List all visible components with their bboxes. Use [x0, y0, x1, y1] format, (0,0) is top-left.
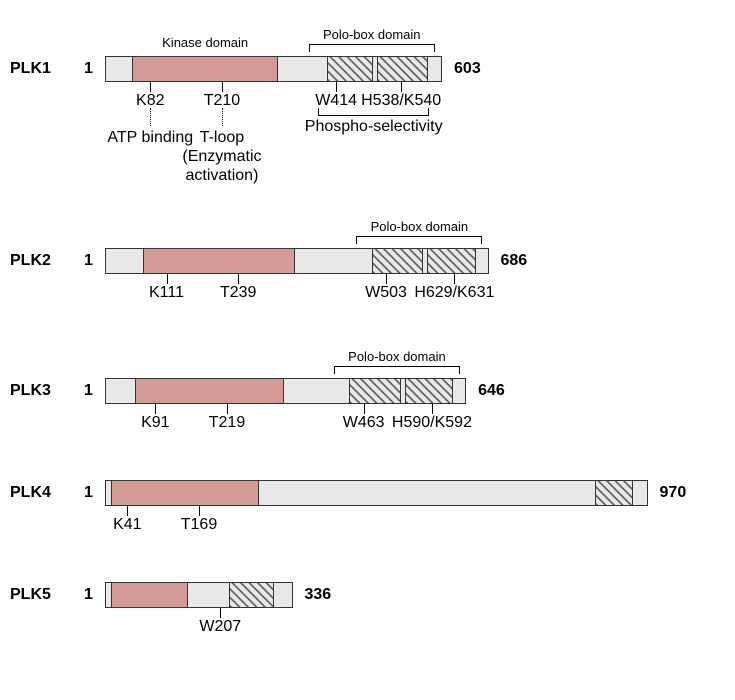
residue-label: T239 [220, 284, 256, 302]
segment-plain [259, 481, 597, 505]
residue-tick [336, 82, 337, 92]
start-position: 1 [84, 382, 93, 400]
residue-tick [227, 404, 228, 414]
segment-hatch [596, 481, 632, 505]
plk-domain-diagram: PLK11Kinase domainPolo-box domainK82ATP … [10, 20, 725, 636]
protein-name: PLK4 [10, 484, 72, 502]
polo-box-label: Polo-box domain [348, 349, 446, 364]
segment-plain [476, 249, 488, 273]
segment-plain [428, 57, 441, 81]
protein-row-plk1: PLK11Kinase domainPolo-box domainK82ATP … [10, 20, 725, 172]
protein-track [105, 480, 648, 506]
end-position: 603 [454, 60, 481, 78]
residue-tick [127, 506, 128, 516]
segment-plain [188, 583, 230, 607]
residue-label: W463 [343, 414, 385, 432]
polo-box-label: Polo-box domain [323, 27, 421, 42]
segment-hatch [428, 249, 475, 273]
segment-plain [278, 57, 328, 81]
end-position: 686 [501, 252, 528, 270]
residue-tick [432, 404, 433, 414]
residue-tick [155, 404, 156, 414]
start-position: 1 [84, 586, 93, 604]
residue-sublabel: ATP binding [107, 128, 193, 147]
end-position: 646 [478, 382, 505, 400]
segment-plain [633, 481, 647, 505]
protein-name: PLK1 [10, 60, 72, 78]
residue-label: H629/K631 [414, 284, 494, 302]
segment-kinase [144, 249, 294, 273]
end-position: 970 [660, 484, 687, 502]
segment-plain [274, 583, 291, 607]
residue-label: H590/K592 [392, 414, 472, 432]
polo-box-bracket [334, 366, 460, 374]
segment-plain [453, 379, 465, 403]
residue-label: W207 [199, 618, 241, 636]
protein-row-plk2: PLK2 1 Polo-box domain K111 T239 W503 H629/K63… [10, 212, 725, 302]
residue-label: K91 [141, 414, 169, 432]
residue-sublabel: T-loop (Enzymatic activation) [182, 128, 261, 186]
phospho-bracket [318, 108, 429, 116]
segment-hatch [406, 379, 453, 403]
protein-track [105, 248, 489, 274]
kinase-domain-header: Kinase domain [162, 35, 248, 50]
segment-plain [295, 249, 373, 273]
residue-tick [401, 82, 402, 92]
segment-hatch [328, 57, 373, 81]
protein-row-plk5: PLK5 1 W207 336 [10, 574, 725, 636]
residue-tick [199, 506, 200, 516]
start-position: 1 [84, 252, 93, 270]
residue-label: K41 [113, 516, 141, 534]
segment-hatch [373, 249, 423, 273]
residue-tick [454, 274, 455, 284]
residue-tick [364, 404, 365, 414]
segment-plain [106, 379, 136, 403]
segment-kinase [112, 481, 259, 505]
protein-track [105, 378, 466, 404]
protein-name: PLK5 [10, 586, 72, 604]
protein-row-plk3: PLK3 1 Polo-box domain K91 T219 W463 H590/K592… [10, 342, 725, 432]
polo-box-bracket [356, 236, 482, 244]
polo-box-label: Polo-box domain [371, 219, 469, 234]
residue-tick [167, 274, 168, 284]
protein-track [105, 56, 442, 82]
residue-label: W503 [365, 284, 407, 302]
residue-tick [150, 82, 151, 92]
segment-hatch [350, 379, 400, 403]
segment-plain [284, 379, 351, 403]
protein-track [105, 582, 293, 608]
segment-plain [106, 57, 133, 81]
start-position: 1 [84, 484, 93, 502]
protein-row-plk4: PLK4 1 K41 T169 970 [10, 472, 725, 534]
residue-tick [238, 274, 239, 284]
segment-plain [106, 249, 144, 273]
residue-label: T219 [209, 414, 245, 432]
residue-tick [220, 608, 221, 618]
polo-box-bracket [309, 44, 435, 52]
segment-kinase [112, 583, 188, 607]
residue-tick [386, 274, 387, 284]
end-position: 336 [305, 586, 332, 604]
residue-label: T169 [181, 516, 217, 534]
protein-name: PLK3 [10, 382, 72, 400]
segment-hatch [230, 583, 274, 607]
residue-tick [222, 82, 223, 92]
start-position: 1 [84, 60, 93, 78]
segment-kinase [136, 379, 284, 403]
phospho-label: Phospho-selectivity [305, 118, 443, 136]
segment-kinase [133, 57, 278, 81]
segment-hatch [378, 57, 428, 81]
residue-label: K111 [149, 284, 184, 302]
protein-name: PLK2 [10, 252, 72, 270]
